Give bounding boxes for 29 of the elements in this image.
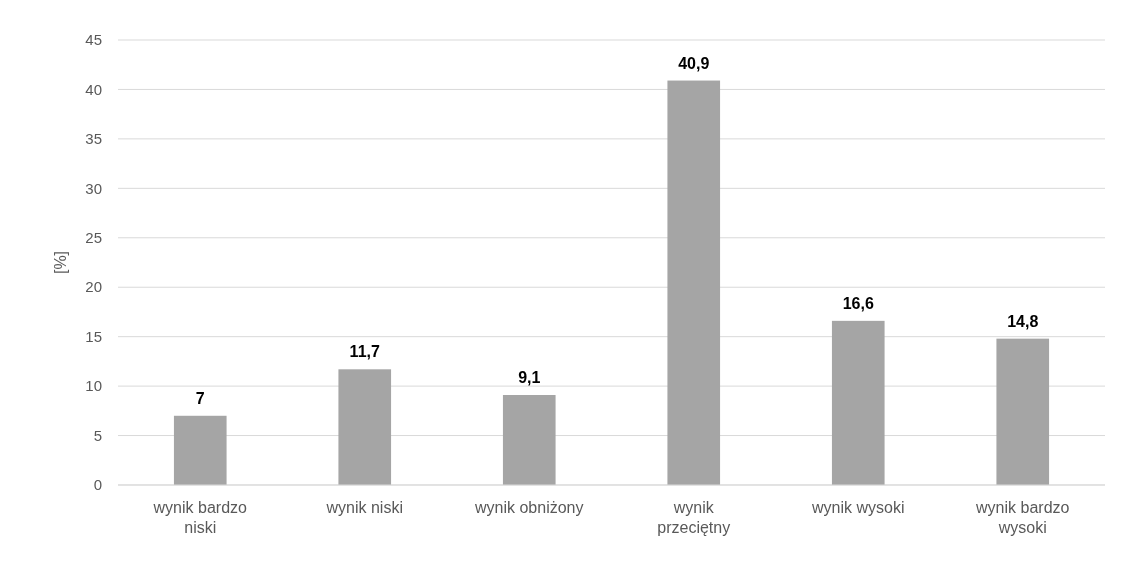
y-tick-label: 20 [85,278,102,296]
data-label: 7 [195,389,205,407]
bar [667,80,721,485]
data-label: 11,7 [349,343,380,361]
y-tick-label: 40 [85,80,102,98]
y-tick-label: 45 [85,31,102,49]
y-tick-label: 5 [93,426,102,444]
y-axis-title: [%] [52,250,69,275]
x-tick-label: wynik wysoki [811,499,905,516]
y-tick-label: 10 [85,377,102,395]
data-label: 40,9 [678,54,710,72]
y-tick-label: 0 [93,476,102,494]
x-tick-label: wynik niski [325,499,403,516]
y-tick-label: 30 [85,179,102,197]
x-tick-label: wynik przeciętny [657,499,731,536]
y-tick-label: 15 [85,327,102,345]
data-label: 16,6 [842,294,874,312]
y-tick-label: 35 [85,130,102,148]
x-tick-label: wynik bardzo niski [152,499,248,536]
data-label: 9,1 [518,369,541,387]
bar [996,338,1050,485]
bar [502,395,556,485]
x-tick-label: wynik obniżony [474,499,584,516]
bar [338,369,392,485]
bar [173,415,227,485]
x-tick-label: wynik bardzo wysoki [975,499,1070,536]
data-label: 14,8 [1007,312,1039,330]
bar [831,320,885,485]
y-tick-label: 25 [85,229,102,247]
